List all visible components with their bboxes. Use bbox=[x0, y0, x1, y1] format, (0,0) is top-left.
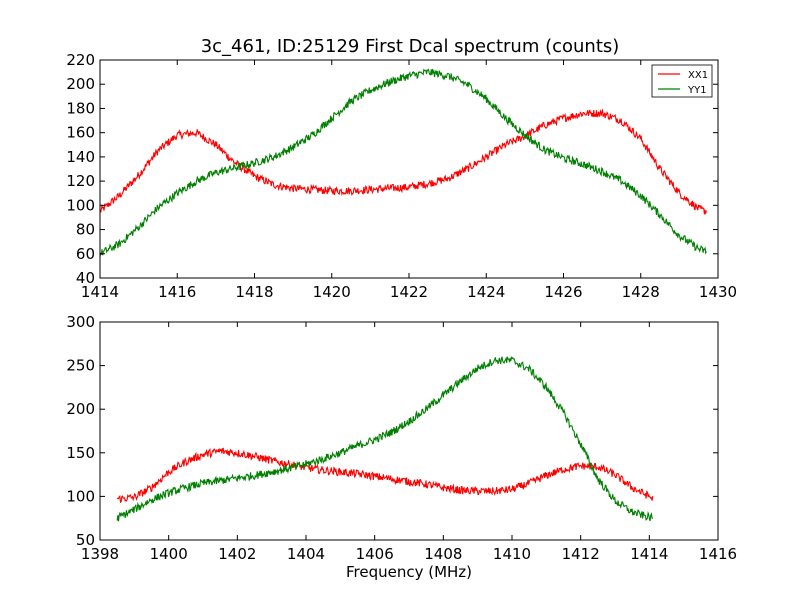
series-line-yy1 bbox=[116, 355, 654, 522]
y-tick-label: 220 bbox=[66, 51, 95, 69]
x-axis-label: Frequency (MHz) bbox=[346, 563, 472, 581]
legend-box bbox=[651, 64, 713, 98]
legend-label-xx1: XX1 bbox=[688, 70, 708, 81]
y-tick-label: 150 bbox=[66, 444, 95, 462]
x-tick-label: 1424 bbox=[467, 283, 505, 301]
y-tick-label: 160 bbox=[66, 124, 95, 142]
y-tick-label: 140 bbox=[66, 148, 95, 166]
y-tick-label: 180 bbox=[66, 99, 95, 117]
y-tick-label: 200 bbox=[66, 75, 95, 93]
y-tick-label: 40 bbox=[76, 269, 95, 287]
x-tick-label: 1428 bbox=[622, 283, 660, 301]
x-tick-label: 1416 bbox=[699, 545, 737, 563]
x-tick-label: 1398 bbox=[81, 545, 119, 563]
x-tick-label: 1430 bbox=[699, 283, 737, 301]
x-tick-label: 1414 bbox=[81, 283, 119, 301]
x-tick-label: 1410 bbox=[493, 545, 531, 563]
y-tick-label: 100 bbox=[66, 196, 95, 214]
x-tick-label: 1404 bbox=[287, 545, 325, 563]
y-tick-label: 80 bbox=[76, 221, 95, 239]
series-line-xx1 bbox=[116, 447, 654, 504]
x-tick-label: 1400 bbox=[150, 545, 188, 563]
y-tick-label: 250 bbox=[66, 357, 95, 375]
series-line-yy1 bbox=[99, 68, 707, 258]
chart-title: 3c_461, ID:25129 First Dcal spectrum (co… bbox=[201, 36, 620, 57]
axes-frame bbox=[99, 321, 719, 541]
y-tick-label: 100 bbox=[66, 487, 95, 505]
legend-label-yy1: YY1 bbox=[687, 85, 707, 96]
x-tick-label: 1422 bbox=[390, 283, 428, 301]
y-tick-label: 120 bbox=[66, 172, 95, 190]
bottom-spectrum-panel: 1398 1400 1402 1404 1406 1408 1410 1412 1414 1416… bbox=[66, 313, 737, 563]
y-tick-label: 50 bbox=[76, 531, 95, 549]
x-tick-label: 1402 bbox=[218, 545, 256, 563]
y-tick-label: 200 bbox=[66, 400, 95, 418]
legend: XX1 YY1 bbox=[651, 64, 713, 98]
x-tick-label: 1408 bbox=[424, 545, 462, 563]
x-tick-label: 1426 bbox=[544, 283, 582, 301]
y-tick-label: 60 bbox=[76, 245, 95, 263]
series-line-xx1 bbox=[99, 108, 707, 215]
top-spectrum-panel: 1414 1416 1418 1420 1422 1424 1426 1428 1430 40 60… bbox=[66, 51, 737, 301]
x-tick-label: 1414 bbox=[630, 545, 668, 563]
x-tick-label: 1420 bbox=[313, 283, 351, 301]
x-tick-label: 1406 bbox=[356, 545, 394, 563]
y-tick-label: 300 bbox=[66, 313, 95, 331]
x-tick-label: 1418 bbox=[235, 283, 273, 301]
x-tick-label: 1416 bbox=[158, 283, 196, 301]
x-tick-label: 1412 bbox=[562, 545, 600, 563]
